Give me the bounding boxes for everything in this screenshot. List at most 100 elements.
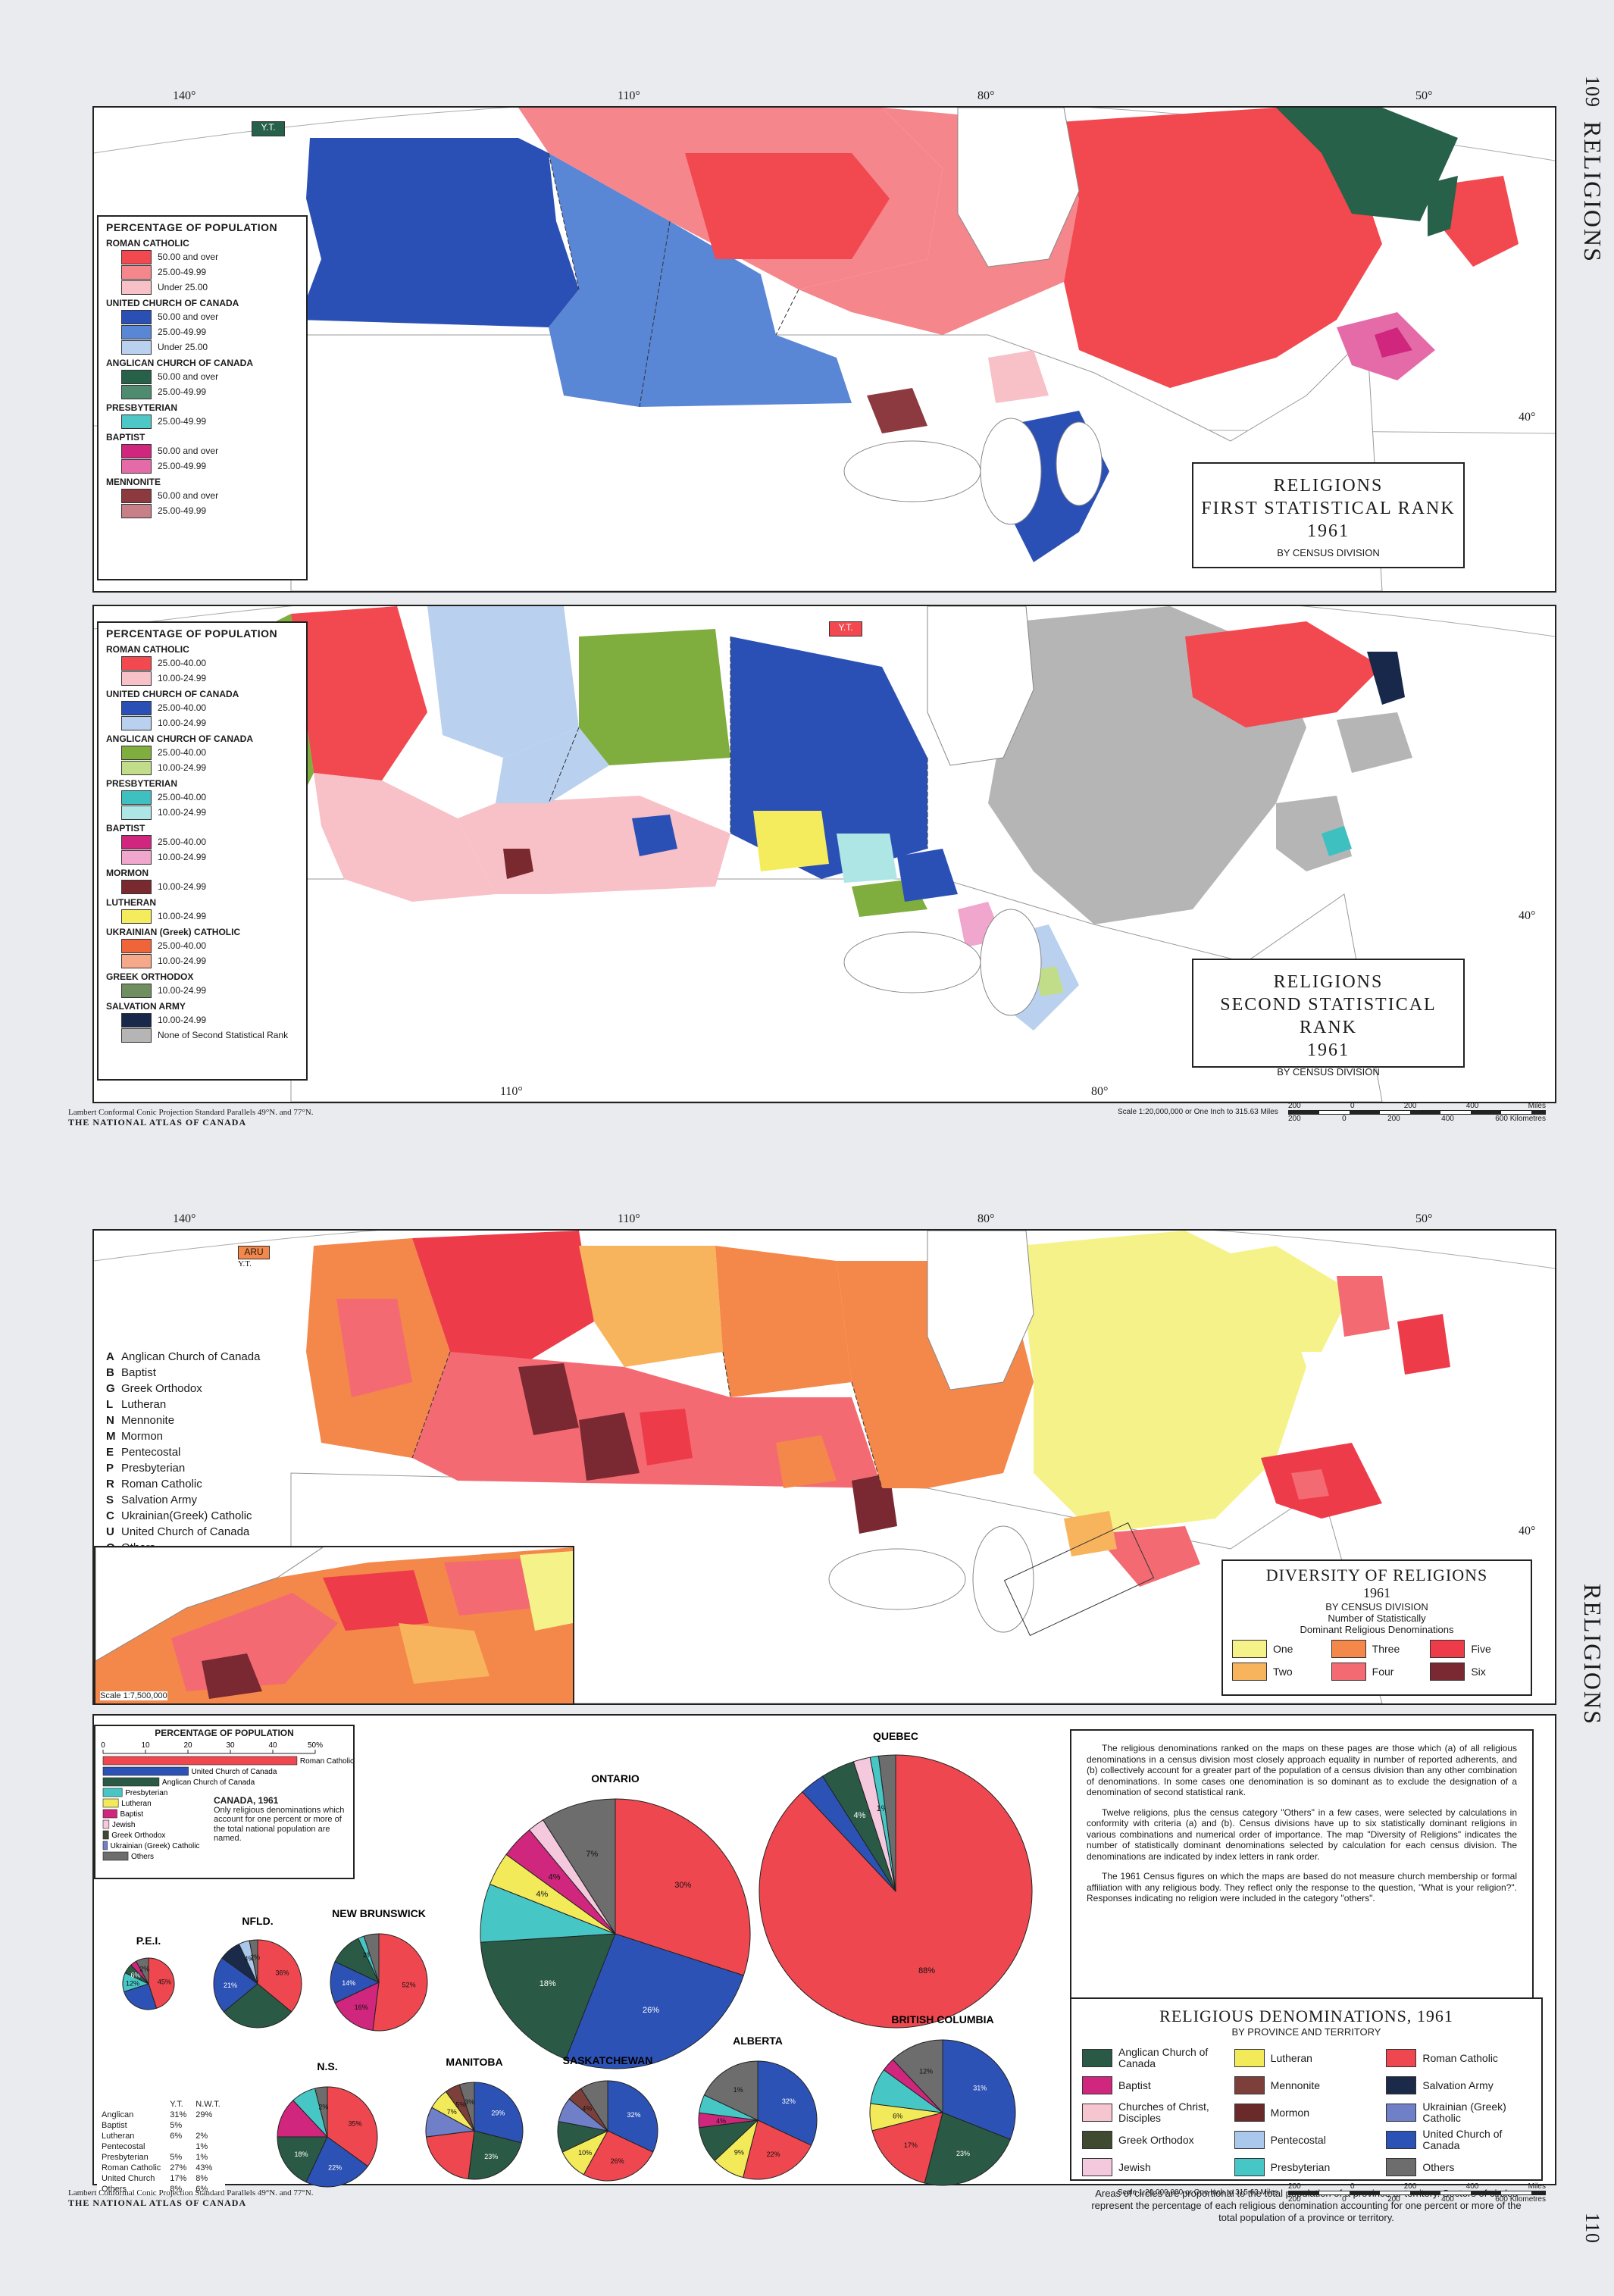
scale-tick: 200	[1403, 1102, 1417, 1110]
subtitle-line: SECOND STATISTICAL RANK	[1220, 995, 1437, 1037]
table-cell: 8%	[170, 2185, 183, 2194]
pie-title: BRITISH COLUMBIA	[891, 2013, 993, 2025]
legend-group-label: BAPTIST	[106, 823, 145, 834]
letter-code: L	[106, 1398, 114, 1411]
legend-swatch	[121, 339, 152, 355]
legend-row: 10.00-24.99	[121, 909, 299, 924]
legend-row: 10.00-24.99	[121, 715, 299, 730]
pie-slice-label: 18%	[294, 2151, 308, 2158]
legend-row: 25.00-40.00	[121, 790, 299, 805]
legend-swatch	[121, 1012, 152, 1028]
legend-swatch	[121, 369, 152, 384]
legend-group-label: ROMAN CATHOLIC	[106, 238, 189, 249]
pie-slice-label: 22%	[328, 2164, 342, 2172]
bar-tick-label: 10	[141, 1741, 150, 1750]
bar-mark	[102, 1777, 160, 1787]
diversity-title: DIVERSITY OF RELIGIONS	[1265, 1566, 1488, 1584]
letter-code: P	[106, 1462, 114, 1475]
legend-group-label: ANGLICAN CHURCH OF CANADA	[106, 734, 253, 744]
legend-title: PERCENTAGE OF POPULATION	[106, 221, 278, 233]
table-row: Presbyterian 5% 1%	[97, 2152, 225, 2163]
pie-slice	[124, 1983, 158, 2010]
pie-slice	[757, 2060, 818, 2146]
bar-mark	[102, 1851, 129, 1861]
legend-swatch	[121, 384, 152, 399]
pie-title: ALBERTA	[733, 2035, 783, 2047]
pie-slice	[474, 2082, 524, 2144]
legend-label: 10.00-24.99	[158, 718, 207, 728]
denominations-grid: Anglican Church of Canada Lutheran Roman C…	[1071, 2038, 1541, 2183]
legend-row: 25.00-49.99	[121, 458, 299, 474]
pie-slice	[330, 1961, 380, 2004]
projection-note: Lambert Conformal Conic Projection Stand…	[68, 1108, 314, 1117]
letter-key-row: C Ukrainian(Greek) Catholic	[106, 1508, 260, 1524]
scale-tick: 0	[1342, 2195, 1347, 2204]
scale-tick: 200	[1288, 2182, 1301, 2191]
letter-meaning: United Church of Canada	[121, 1525, 250, 1538]
diversity-swatch	[1232, 1663, 1267, 1681]
pie-slice-label: 4%	[716, 2117, 726, 2125]
denominations-title: RELIGIOUS DENOMINATIONS, 1961	[1159, 2007, 1453, 2025]
denomination-item: United Church of Canada	[1386, 2129, 1531, 2151]
letter-meaning: Anglican Church of Canada	[121, 1350, 261, 1363]
letter-meaning: Mennonite	[121, 1414, 175, 1427]
pie-slice-label: 12%	[126, 1980, 139, 1988]
pie-slice	[363, 1933, 380, 1983]
side-title-top: RELIGIONS	[1579, 121, 1606, 263]
legend-group-label: ROMAN CATHOLIC	[106, 644, 189, 655]
legend-swatch	[121, 983, 152, 998]
legend-row: 50.00 and over	[121, 443, 299, 458]
table-cell: 5%	[170, 2121, 183, 2130]
legend-first-rank: PERCENTAGE OF POPULATION ROMAN CATHOLIC 5…	[97, 215, 308, 580]
denomination-swatch	[1386, 2158, 1417, 2176]
bar-label: United Church of Canada	[192, 1768, 277, 1776]
legend-label: 50.00 and over	[158, 446, 219, 456]
pie-slice-label: 7%	[586, 1850, 598, 1859]
denomination-label: Jewish	[1118, 2160, 1151, 2173]
bar-mark	[102, 1788, 123, 1797]
legend-first-rank-rows: ROMAN CATHOLIC 50.00 and over 25.00-49.99 U…	[106, 238, 299, 518]
lon-label: 50°	[1415, 1212, 1433, 1225]
scale-unit: 600 Kilometres	[1495, 1115, 1546, 1123]
lon-label: 80°	[1091, 1085, 1109, 1098]
page-number-bottom: 110	[1581, 2213, 1603, 2244]
table-cell: Anglican	[102, 2110, 134, 2119]
denomination-swatch	[1234, 2158, 1265, 2176]
pie-slice-label: 2%	[363, 1951, 373, 1959]
letter-key-row: S Salvation Army	[106, 1492, 260, 1508]
denomination-swatch	[1234, 2104, 1265, 2122]
legend-swatch	[121, 443, 152, 458]
lat-label: 40°	[1519, 1525, 1536, 1537]
title-line: RELIGIONS	[1273, 972, 1384, 992]
table-row: Pentecostal 1%	[97, 2141, 225, 2152]
legend-swatch	[121, 849, 152, 865]
pie-slice	[607, 2080, 658, 2153]
scale-tick: 200	[1387, 2195, 1400, 2204]
legend-row: 10.00-24.99	[121, 805, 299, 820]
pie-slice	[942, 2039, 1016, 2140]
territories-table: Y.T. N.W.T. Anglican 31% 29% Baptist 5% Luthera…	[97, 2099, 225, 2194]
pie-slice-label: 88%	[918, 1966, 935, 1975]
diversity-swatch	[1430, 1663, 1465, 1681]
pie-slice	[468, 2130, 522, 2180]
pie-slice-label: 29%	[491, 2110, 505, 2117]
table-cell: 31%	[170, 2110, 187, 2119]
pie-slice-label: 52%	[402, 1981, 416, 1988]
letter-code: G	[106, 1382, 115, 1395]
legend-swatch	[121, 715, 152, 730]
scale-note: Scale 1:20,000,000 or One Inch to 315.63…	[1118, 1108, 1278, 1116]
letter-meaning: Greek Orthodox	[121, 1382, 202, 1395]
letter-code: R	[106, 1478, 114, 1491]
pie-slice-label: 6%	[893, 2113, 902, 2120]
letter-code: C	[106, 1509, 114, 1522]
denomination-swatch	[1234, 2076, 1265, 2094]
denomination-label: Greek Orthodox	[1118, 2133, 1194, 2146]
denomination-label: United Church of Canada	[1422, 2128, 1503, 2151]
denomination-label: Salvation Army	[1422, 2079, 1494, 2091]
legend-row: 25.00-49.99	[121, 414, 299, 429]
legend-row: 25.00-40.00	[121, 938, 299, 953]
denomination-label: Churches of Christ, Disciples	[1118, 2100, 1209, 2124]
legend-swatch	[121, 414, 152, 429]
pie-slice	[871, 2112, 943, 2184]
legend-group-label: UKRAINIAN (Greek) CATHOLIC	[106, 927, 241, 937]
